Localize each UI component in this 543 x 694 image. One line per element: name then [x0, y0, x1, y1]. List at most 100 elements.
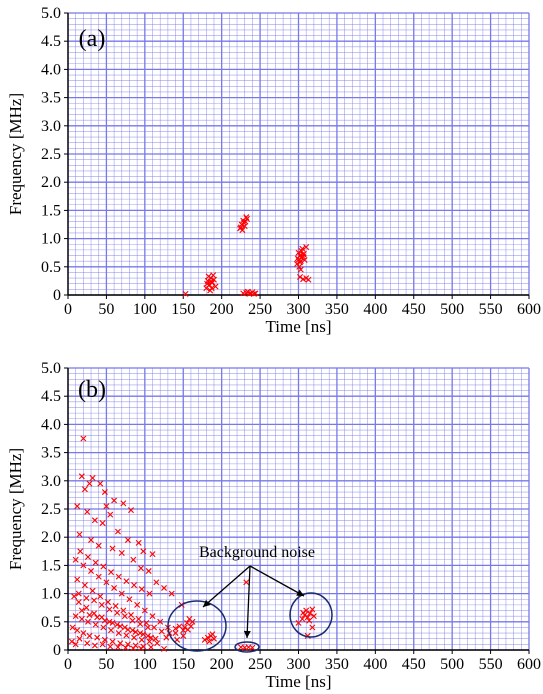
data-point [124, 537, 131, 544]
data-point [154, 640, 161, 647]
x-tick-label: 300 [287, 656, 311, 673]
annotation-arrowhead [296, 589, 304, 596]
data-point [91, 597, 98, 604]
x-tick-label: 250 [248, 656, 272, 673]
x-tick-label: 450 [402, 656, 426, 673]
data-point [298, 254, 305, 261]
data-point [120, 500, 127, 507]
data-point [72, 641, 79, 648]
data-point [149, 551, 156, 558]
data-point [239, 227, 246, 234]
x-tick-label: 600 [517, 656, 541, 673]
data-point [117, 623, 124, 630]
x-axis-title: Time [ns] [266, 672, 332, 691]
data-point [101, 636, 108, 643]
data-point [74, 627, 81, 634]
data-point [109, 638, 116, 645]
data-point [138, 636, 145, 643]
data-point [138, 565, 144, 572]
y-tick-label: 3.5 [41, 445, 61, 462]
data-point [244, 215, 251, 222]
data-point [140, 631, 147, 638]
x-tick-label: 150 [171, 301, 195, 318]
data-point [132, 628, 139, 635]
data-point [118, 550, 125, 556]
data-point [92, 559, 99, 566]
data-point [121, 613, 128, 620]
data-point [172, 630, 179, 637]
data-point [151, 624, 158, 631]
x-tick-label: 300 [287, 301, 311, 318]
data-point [94, 634, 101, 641]
data-series [182, 214, 312, 297]
data-point [144, 624, 151, 631]
data-point [100, 563, 107, 570]
data-point [130, 556, 137, 563]
x-tick-label: 350 [325, 301, 349, 318]
data-point [100, 624, 107, 631]
data-point [126, 596, 133, 603]
y-tick-label: 4.5 [41, 33, 61, 50]
y-tick-label: 4.0 [41, 61, 61, 78]
data-point [86, 632, 93, 639]
annotation-arrowhead [243, 630, 251, 638]
y-tick-label: 2.5 [41, 146, 61, 163]
data-point [306, 617, 313, 624]
data-point [114, 644, 121, 651]
data-point [112, 603, 119, 609]
data-point [123, 632, 130, 639]
y-tick-label: 4.0 [41, 416, 61, 433]
data-point [210, 635, 217, 642]
annotation-arrow [249, 565, 305, 597]
data-point [80, 630, 87, 637]
data-point [120, 607, 127, 614]
data-point [244, 288, 251, 295]
x-tick-label: 100 [133, 301, 157, 318]
data-point [76, 635, 83, 642]
panel-label: (b) [78, 377, 106, 403]
data-point [95, 573, 102, 580]
data-point [204, 634, 211, 641]
data-point [84, 508, 91, 515]
annotation-group: Background noise [167, 544, 333, 653]
data-point [114, 528, 121, 535]
data-point [212, 283, 219, 290]
x-tick-label: 450 [402, 301, 426, 318]
data-point [72, 613, 79, 620]
x-tick-label: 550 [479, 301, 503, 318]
data-point [301, 257, 308, 264]
data-point [310, 613, 317, 620]
x-tick-label: 600 [517, 301, 541, 318]
data-point [84, 618, 91, 625]
data-point [81, 486, 88, 493]
data-point [83, 595, 90, 602]
y-tick-label: 2.5 [41, 501, 61, 518]
data-point [91, 642, 98, 649]
data-point [172, 625, 179, 632]
data-point [98, 601, 105, 608]
data-point [103, 503, 110, 510]
data-point [115, 630, 122, 637]
data-point [114, 621, 121, 628]
annotation-ellipse [167, 600, 227, 652]
data-point [118, 590, 125, 597]
y-axis-title: Frequency [MHz] [6, 93, 25, 215]
y-tick-label: 0 [53, 287, 61, 304]
x-tick-label: 500 [440, 301, 464, 318]
data-point [84, 553, 91, 560]
data-point [91, 610, 98, 617]
y-tick-label: 0.5 [41, 614, 61, 631]
y-tick-label: 0.5 [41, 259, 61, 276]
data-point [104, 599, 111, 606]
data-point [69, 624, 76, 631]
x-tick-label: 50 [98, 301, 114, 318]
data-point [189, 618, 196, 625]
data-point [181, 624, 188, 631]
data-point [103, 579, 110, 586]
data-point [111, 584, 118, 591]
data-point [77, 548, 84, 555]
data-point [168, 590, 175, 597]
data-point [111, 497, 118, 504]
data-point [299, 615, 306, 622]
